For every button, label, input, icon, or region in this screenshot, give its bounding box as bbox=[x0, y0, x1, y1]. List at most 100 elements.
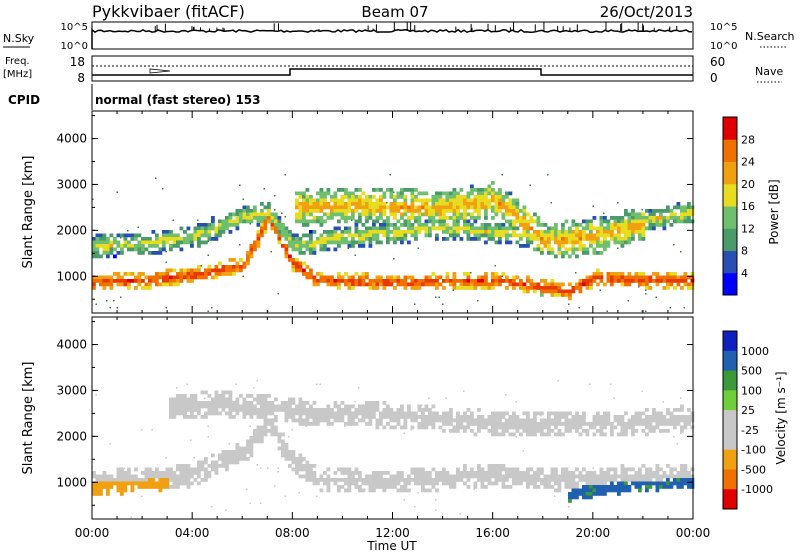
heatmap-cell bbox=[151, 478, 156, 482]
heatmap-cell bbox=[298, 268, 303, 273]
heatmap-cell bbox=[333, 418, 338, 423]
heatmap-cell bbox=[522, 411, 527, 416]
heatmap-cell bbox=[554, 467, 558, 472]
heatmap-cell bbox=[277, 240, 282, 245]
heatmap-cell bbox=[687, 422, 691, 426]
heatmap-cell bbox=[421, 418, 425, 423]
heatmap-cell bbox=[92, 485, 96, 489]
heatmap-cell bbox=[477, 415, 481, 419]
heatmap-cell bbox=[582, 237, 586, 241]
heatmap-cell bbox=[683, 425, 688, 430]
heatmap-cell bbox=[186, 464, 191, 468]
heatmap-cell bbox=[235, 209, 240, 213]
heatmap-cell bbox=[221, 397, 226, 402]
heatmap-cell bbox=[582, 467, 586, 472]
heatmap-cell bbox=[435, 191, 439, 196]
heatmap-cell bbox=[466, 195, 471, 199]
velocity-colorbar-segment bbox=[723, 469, 737, 490]
heatmap-cell bbox=[169, 268, 173, 273]
heatmap-cell bbox=[340, 212, 345, 217]
heatmap-cell bbox=[298, 216, 303, 220]
heatmap-cell bbox=[393, 279, 397, 283]
heatmap-cell bbox=[186, 408, 191, 412]
heatmap-cell bbox=[421, 205, 425, 210]
heatmap-cell bbox=[410, 230, 415, 234]
heatmap-cell bbox=[347, 230, 352, 234]
heatmap-speck bbox=[421, 404, 423, 406]
heatmap-cell bbox=[344, 272, 348, 276]
heatmap-cell bbox=[526, 485, 530, 489]
heatmap-cell bbox=[648, 415, 653, 419]
heatmap-cell bbox=[312, 474, 317, 479]
heatmap-cell bbox=[487, 467, 492, 472]
heatmap-cell bbox=[361, 223, 366, 227]
heatmap-cell bbox=[298, 205, 303, 210]
heatmap-cell bbox=[463, 464, 467, 468]
heatmap-cell bbox=[120, 485, 124, 489]
heatmap-cell bbox=[599, 425, 604, 430]
heatmap-cell bbox=[627, 216, 632, 220]
heatmap-cell bbox=[519, 425, 523, 430]
heatmap-cell bbox=[365, 481, 369, 486]
heatmap-cell bbox=[487, 418, 492, 423]
heatmap-cell bbox=[291, 450, 296, 454]
heatmap-cell bbox=[365, 282, 369, 287]
heatmap-cell bbox=[585, 219, 590, 224]
heatmap-cell bbox=[610, 481, 614, 486]
heatmap-cell bbox=[428, 418, 432, 423]
heatmap-cell bbox=[242, 450, 247, 454]
heatmap-cell bbox=[368, 418, 373, 423]
heatmap-cell bbox=[515, 202, 520, 206]
heatmap-cell bbox=[407, 488, 411, 493]
heatmap-cell bbox=[165, 272, 170, 276]
heatmap-cell bbox=[501, 205, 506, 210]
heatmap-cell bbox=[295, 471, 299, 475]
heatmap-cell bbox=[585, 488, 590, 493]
heatmap-cell bbox=[603, 226, 607, 231]
heatmap-cell bbox=[267, 429, 271, 433]
heatmap-cell bbox=[393, 223, 397, 227]
heatmap-cell bbox=[246, 450, 250, 454]
heatmap-cell bbox=[347, 226, 352, 231]
heatmap-cell bbox=[179, 481, 184, 486]
heatmap-cell bbox=[186, 471, 191, 475]
heatmap-cell bbox=[417, 481, 422, 486]
heatmap-cell bbox=[669, 415, 674, 419]
heatmap-cell bbox=[603, 422, 607, 426]
heatmap-cell bbox=[200, 478, 205, 482]
heatmap-cell bbox=[155, 237, 159, 241]
heatmap-cell bbox=[540, 233, 544, 238]
heatmap-cell bbox=[459, 471, 464, 475]
heatmap-cell bbox=[585, 223, 590, 227]
heatmap-cell bbox=[592, 471, 597, 475]
heatmap-cell bbox=[347, 216, 352, 220]
heatmap-cell bbox=[487, 188, 492, 192]
heatmap-cell bbox=[687, 216, 691, 220]
heatmap-cell bbox=[298, 411, 303, 416]
heatmap-cell bbox=[305, 219, 310, 224]
heatmap-cell bbox=[410, 282, 415, 287]
heatmap-cell bbox=[690, 282, 695, 287]
heatmap-cell bbox=[676, 474, 681, 479]
heatmap-cell bbox=[92, 492, 96, 496]
heatmap-cell bbox=[540, 418, 544, 423]
heatmap-cell bbox=[669, 223, 674, 227]
heatmap-speck bbox=[414, 303, 416, 305]
heatmap-cell bbox=[561, 478, 565, 482]
heatmap-cell bbox=[263, 418, 268, 423]
heatmap-cell bbox=[512, 209, 516, 213]
heatmap-cell bbox=[592, 425, 597, 430]
heatmap-cell bbox=[137, 282, 142, 287]
heatmap-cell bbox=[431, 422, 436, 426]
heatmap-cell bbox=[512, 230, 516, 234]
heatmap-cell bbox=[393, 195, 397, 199]
heatmap-cell bbox=[442, 286, 446, 290]
heatmap-cell bbox=[442, 481, 446, 486]
power-colorbar-segment bbox=[723, 117, 737, 140]
heatmap-cell bbox=[522, 478, 527, 482]
heatmap-cell bbox=[484, 286, 488, 290]
heatmap-cell bbox=[186, 474, 191, 479]
heatmap-cell bbox=[302, 422, 306, 426]
heatmap-cell bbox=[470, 188, 474, 192]
heatmap-cell bbox=[617, 219, 621, 224]
